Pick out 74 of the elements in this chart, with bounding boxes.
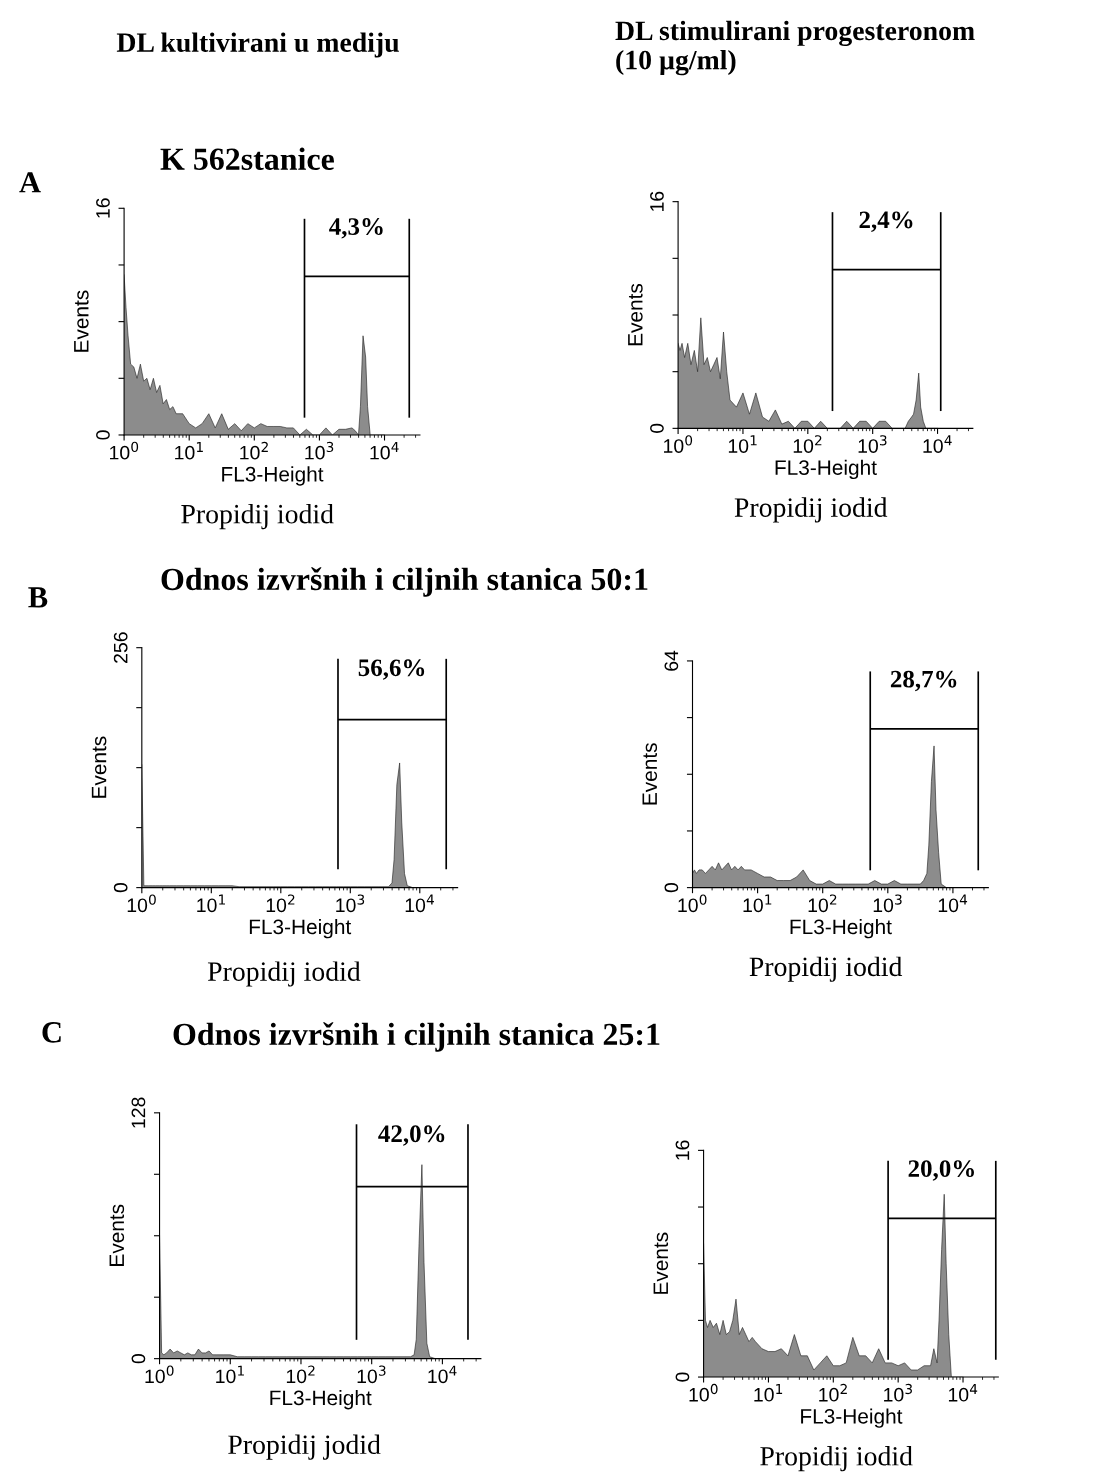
x-tick-label: 10$^{4}$ [405, 894, 434, 913]
y-axis-title: Events [109, 1204, 125, 1266]
x-tick-label: 10$^{2}$ [819, 1383, 847, 1402]
x-tick-label: 10$^{1}$ [216, 1365, 244, 1384]
y-tick-label: 0 [113, 882, 128, 893]
annotation: 4,3% [329, 218, 383, 239]
annotation: 28,7% [890, 670, 957, 692]
y-tick-label: 256 [113, 632, 128, 663]
text: Propidij jodid [228, 1434, 381, 1460]
y-axis-title: Events [628, 283, 643, 346]
text: Propidij iodid [760, 1446, 913, 1472]
text: Propidij iodid [181, 503, 334, 530]
text: Propidij iodid [734, 497, 888, 523]
y-axis-title: Events [653, 1232, 669, 1294]
y-axis-title: Events [74, 290, 89, 352]
annotation: 42,0% [378, 1125, 445, 1146]
x-tick-label: 10$^{2}$ [240, 441, 268, 460]
x-tick-label: 10$^{3}$ [336, 894, 365, 913]
x-tick-label: 10$^{2}$ [808, 894, 837, 913]
x-axis-title: FL3-Height [270, 1389, 372, 1410]
x-tick-label: 10$^{3}$ [858, 435, 887, 453]
x-tick-label: 10$^{0}$ [145, 1365, 174, 1384]
x-tick-label: 10$^{4}$ [428, 1365, 457, 1384]
x-tick-label: 10$^{4}$ [370, 441, 399, 460]
x-axis-title: FL3-Height [249, 918, 352, 939]
x-tick-label: 10$^{1}$ [175, 441, 203, 460]
y-axis-title: Events [91, 736, 107, 798]
text: C [42, 1022, 61, 1043]
x-tick-label: 10$^{4}$ [938, 894, 968, 913]
x-tick-label: 10$^{4}$ [923, 435, 952, 453]
x-tick-label: 10$^{3}$ [357, 1365, 386, 1384]
x-tick-label: 10$^{0}$ [689, 1383, 718, 1402]
chart-title: K 562stanice [160, 147, 334, 170]
y-tick-label: 0 [96, 430, 110, 440]
x-tick-label: 10$^{0}$ [664, 435, 693, 453]
y-tick-label: 128 [131, 1097, 146, 1128]
chart-title: Odnos izvršnih i ciljnih stanica 25:1 [173, 1022, 660, 1052]
text: DL kultivirani u mediju [116, 32, 399, 58]
x-tick-label: 10$^{4}$ [948, 1384, 978, 1402]
x-tick-label: 10$^{2}$ [793, 435, 822, 453]
text: DL stimulirani progesteronom (10 µg/ml) [615, 20, 975, 76]
y-tick-label: 0 [131, 1354, 146, 1364]
text: Propidij iodid [749, 956, 903, 982]
y-axis-title: Events [642, 743, 658, 805]
x-axis-title: FL3-Height [775, 459, 877, 480]
annotation: 2,4% [859, 211, 913, 232]
x-tick-label: 10$^{0}$ [110, 441, 139, 460]
y-tick-label: 16 [96, 198, 110, 218]
x-tick-label: 10$^{0}$ [678, 894, 707, 913]
annotation: 56,6% [358, 659, 425, 680]
y-tick-label: 0 [675, 1372, 690, 1382]
x-tick-label: 10$^{1}$ [728, 435, 757, 453]
x-tick-label: 10$^{3}$ [873, 894, 902, 913]
y-tick-label: 16 [650, 191, 664, 211]
x-tick-label: 10$^{2}$ [286, 1365, 315, 1384]
x-axis-title: FL3-Height [222, 466, 324, 486]
text: Propidij iodid [207, 961, 361, 987]
y-tick-label: 16 [675, 1140, 690, 1160]
x-tick-label: 10$^{0}$ [127, 894, 156, 913]
y-tick-label: 64 [664, 650, 679, 671]
x-tick-label: 10$^{2}$ [266, 894, 295, 913]
annotation: 20,0% [908, 1160, 974, 1181]
x-tick-label: 10$^{3}$ [884, 1383, 912, 1402]
x-axis-title: FL3-Height [801, 1408, 903, 1428]
x-axis-title: FL3-Height [790, 918, 892, 939]
x-tick-label: 10$^{1}$ [197, 894, 225, 913]
x-tick-label: 10$^{3}$ [305, 441, 334, 460]
x-tick-label: 10$^{1}$ [754, 1384, 783, 1402]
text: B [28, 587, 48, 608]
chart-title: Odnos izvršnih i ciljnih stanica 50:1 [161, 567, 648, 597]
y-tick-label: 0 [664, 882, 679, 893]
text: A [19, 172, 41, 193]
x-tick-label: 10$^{1}$ [743, 894, 772, 913]
y-tick-label: 0 [650, 423, 664, 433]
